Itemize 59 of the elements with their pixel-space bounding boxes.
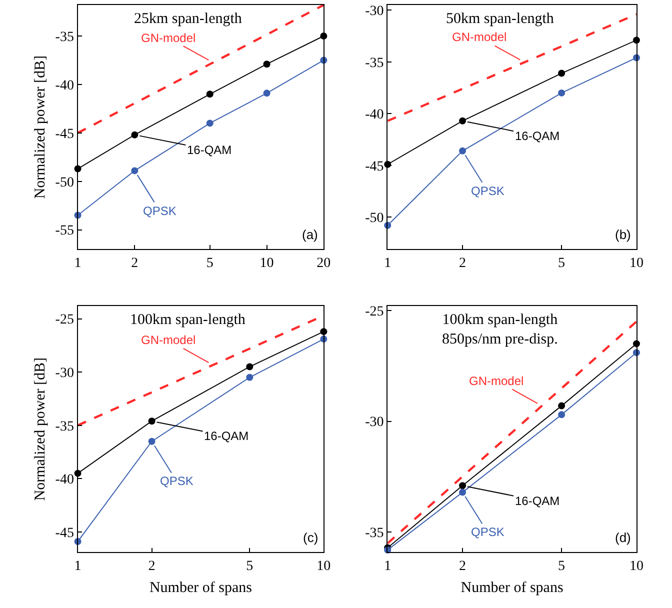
x-tick-label: 2 bbox=[459, 558, 466, 574]
x-tick-label: 1 bbox=[74, 558, 82, 574]
y-tick-label: -40 bbox=[55, 472, 74, 488]
x-tick-label: 5 bbox=[558, 256, 566, 271]
y-tick-label: -35 bbox=[365, 56, 384, 71]
x-tick-label: 20 bbox=[316, 256, 331, 271]
chart-title: 50km span-length bbox=[446, 11, 554, 27]
y-axis-title: Normalized power [dB] bbox=[32, 55, 49, 199]
x-tick-label: 10 bbox=[629, 256, 644, 271]
chart-title: 100km span-length bbox=[130, 312, 246, 328]
y-tick-label: -25 bbox=[55, 312, 74, 328]
x-tick-label: 5 bbox=[246, 558, 254, 574]
series-label: GN-model bbox=[141, 333, 196, 347]
y-tick-label: -30 bbox=[365, 415, 384, 430]
text: 16-QAM bbox=[187, 143, 232, 157]
text: QPSK bbox=[471, 184, 504, 198]
text: 100km span-length 850ps/nm pre-disp. bbox=[442, 312, 558, 348]
y-tick-label: -35 bbox=[365, 526, 384, 542]
text: QPSK bbox=[143, 204, 176, 218]
y-tick-label: -55 bbox=[55, 224, 74, 239]
text: 16-QAM bbox=[515, 129, 560, 143]
chart-title: 25km span-length bbox=[134, 11, 242, 27]
x-tick-label: 10 bbox=[316, 558, 331, 574]
y-tick-label: -50 bbox=[365, 211, 384, 226]
y-tick-label: -40 bbox=[55, 78, 74, 94]
text: QPSK bbox=[471, 525, 504, 539]
y-tick-label: -40 bbox=[365, 108, 384, 123]
x-tick-label: 5 bbox=[558, 558, 566, 574]
x-tick-label: 1 bbox=[384, 558, 392, 574]
x-axis-title: Number of spans bbox=[149, 580, 252, 596]
y-tick-label: -45 bbox=[55, 526, 74, 541]
x-tick-label: 2 bbox=[459, 256, 466, 271]
x-tick-label: 5 bbox=[206, 256, 214, 271]
x-tick-label: 1 bbox=[384, 256, 392, 271]
text: 16-QAM bbox=[204, 429, 249, 443]
y-tick-label: -30 bbox=[365, 4, 384, 20]
text: GN-model bbox=[469, 374, 524, 388]
y-tick-label: -35 bbox=[55, 30, 74, 45]
y-tick-label: -25 bbox=[365, 304, 384, 320]
x-axis-title: Number of spans bbox=[460, 580, 564, 596]
y-tick-label: -35 bbox=[55, 419, 74, 434]
series-label: GN-model bbox=[452, 30, 507, 44]
x-tick-label: 1 bbox=[74, 256, 82, 271]
y-axis-title: Normalized power [dB] bbox=[32, 357, 49, 501]
y-tick-label: -45 bbox=[365, 159, 384, 174]
x-tick-label: 2 bbox=[148, 558, 156, 574]
annotation: (b) bbox=[615, 227, 631, 242]
annotation: (d) bbox=[615, 530, 631, 545]
y-tick-label: -50 bbox=[55, 175, 74, 190]
annotation: (a) bbox=[302, 227, 318, 242]
y-tick-label: -30 bbox=[55, 366, 74, 381]
x-tick-label: 10 bbox=[260, 256, 274, 271]
text: QPSK bbox=[160, 474, 194, 488]
annotation: (c) bbox=[303, 530, 318, 545]
x-tick-label: 10 bbox=[629, 558, 644, 574]
text: 16-QAM bbox=[515, 494, 560, 508]
x-tick-label: 2 bbox=[131, 256, 138, 271]
series-label: GN-model bbox=[141, 31, 196, 45]
y-tick-label: -45 bbox=[55, 126, 74, 142]
